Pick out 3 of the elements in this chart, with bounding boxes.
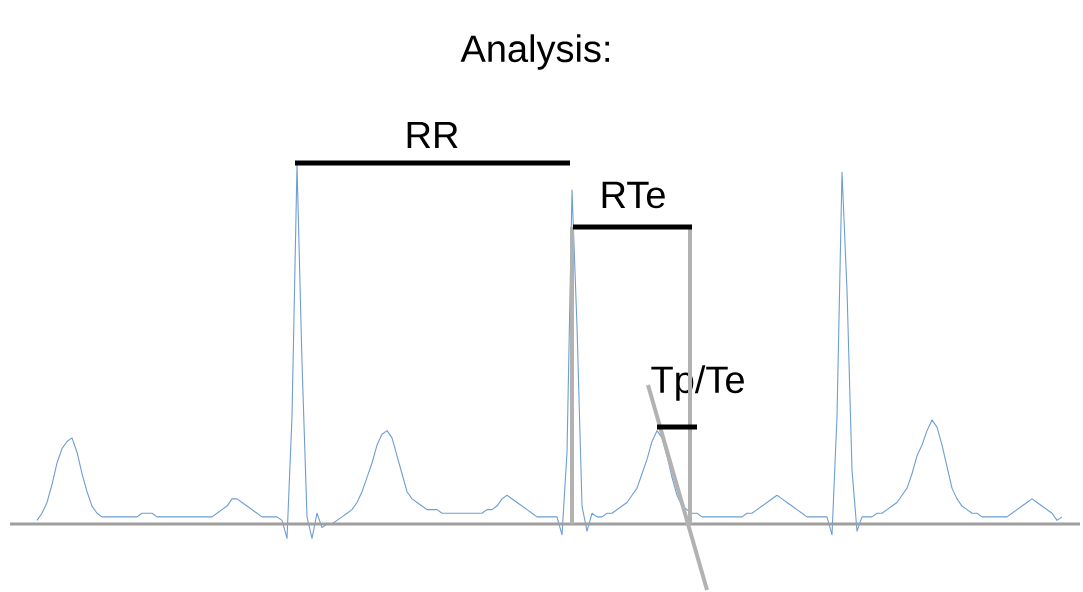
annotation: RTe (602, 181, 665, 209)
text: RR (407, 121, 458, 149)
chart-title: Analysis: (460, 34, 610, 70)
